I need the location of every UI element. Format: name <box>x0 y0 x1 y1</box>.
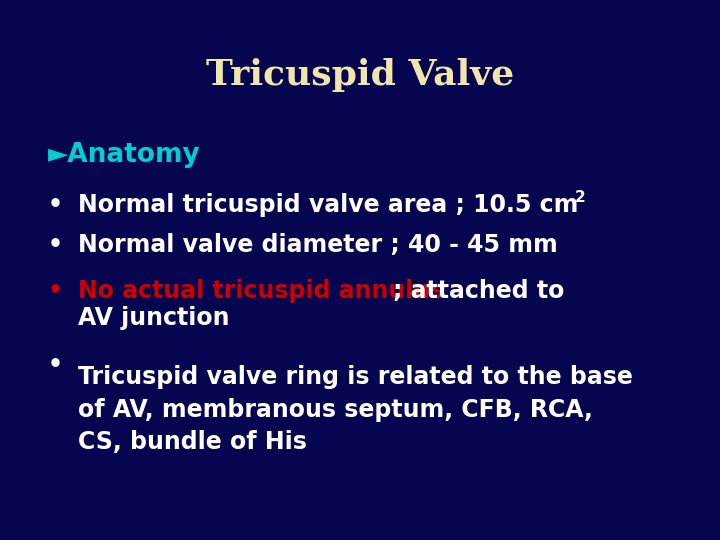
Text: 2: 2 <box>575 190 586 205</box>
Text: •: • <box>48 193 63 217</box>
Text: Tricuspid valve ring is related to the base
of AV, membranous septum, CFB, RCA,
: Tricuspid valve ring is related to the b… <box>78 365 633 454</box>
Text: Normal valve diameter ; 40 - 45 mm: Normal valve diameter ; 40 - 45 mm <box>78 233 558 257</box>
Text: ; attached to: ; attached to <box>393 279 564 303</box>
Text: ►Anatomy: ►Anatomy <box>48 142 201 168</box>
Text: Tricuspid Valve: Tricuspid Valve <box>206 58 514 92</box>
Text: AV junction: AV junction <box>78 306 230 330</box>
Text: •: • <box>48 279 63 303</box>
Text: No actual tricuspid annulus: No actual tricuspid annulus <box>78 279 453 303</box>
Text: Normal tricuspid valve area ; 10.5 cm: Normal tricuspid valve area ; 10.5 cm <box>78 193 578 217</box>
Text: •: • <box>48 353 63 377</box>
Text: •: • <box>48 233 63 257</box>
